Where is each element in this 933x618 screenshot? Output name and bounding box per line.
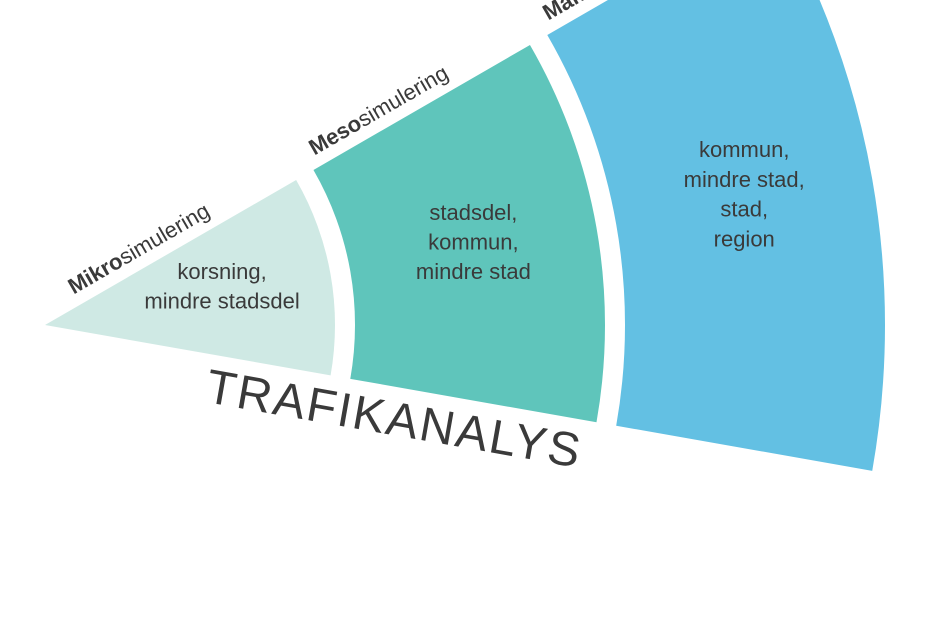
trafikanalys-diagram: Mikrosimuleringkorsning,mindre stadsdelM… — [0, 0, 933, 618]
wedge-body-1: stadsdel,kommun,mindre stad — [416, 200, 531, 284]
wedge-group: Mikrosimuleringkorsning,mindre stadsdelM… — [0, 0, 922, 608]
wedge-body-text-1: stadsdel,kommun,mindre stad — [416, 200, 531, 284]
